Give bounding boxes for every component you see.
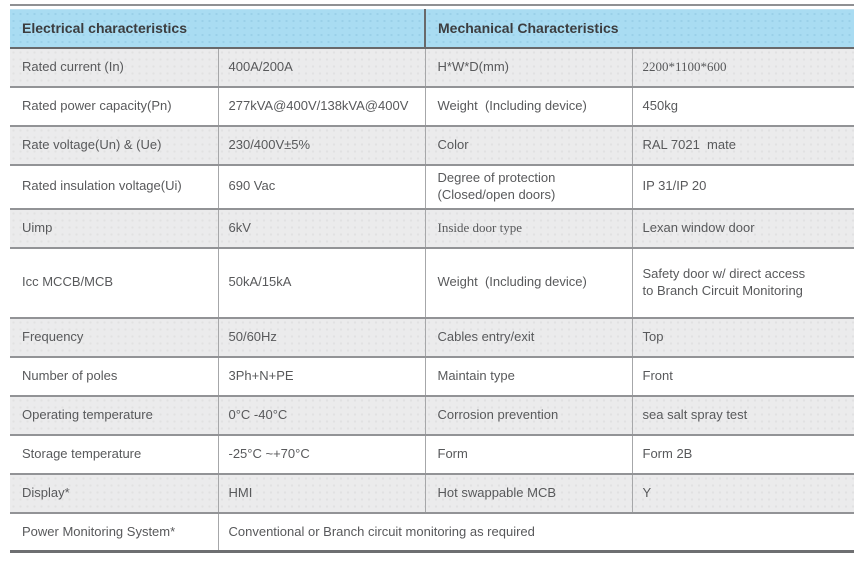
table-row: Storage temperature -25°C ~+70°C Form Form … [10, 434, 854, 475]
table-row: Rated current (In) 400A/200A H*W*D(mm) 2200… [10, 47, 854, 88]
mechanical-value: Lexan window door [631, 208, 854, 249]
table-row: Uimp 6kV Inside door type Lexan window door [10, 208, 854, 249]
electrical-value: HMI [217, 473, 425, 514]
mechanical-value: 2200*1100*600 [631, 47, 854, 88]
header-electrical-characteristics: Electrical characteristics [10, 9, 425, 49]
table-row: Operating temperature 0°C -40°C Corrosion … [10, 395, 854, 436]
mechanical-label: Weight (Including device) [424, 86, 632, 127]
electrical-value: 230/400V±5% [217, 125, 425, 166]
electrical-value: 3Ph+N+PE [217, 356, 425, 397]
mechanical-value: Top [631, 317, 854, 358]
mechanical-label: Form [424, 434, 632, 475]
table-top-rule [10, 4, 854, 6]
electrical-value: -25°C ~+70°C [217, 434, 425, 475]
electrical-label: Power Monitoring System* [10, 512, 218, 553]
electrical-label: Display* [10, 473, 218, 514]
mechanical-label: Inside door type [424, 208, 632, 249]
mechanical-label: Weight (Including device) [424, 247, 632, 319]
mechanical-label: Degree of protection (Closed/open doors) [424, 164, 632, 210]
mechanical-value: sea salt spray test [631, 395, 854, 436]
mechanical-value: Form 2B [631, 434, 854, 475]
electrical-value: 0°C -40°C [217, 395, 425, 436]
electrical-label: Number of poles [10, 356, 218, 397]
electrical-label: Rated insulation voltage(Ui) [10, 164, 218, 210]
mechanical-label: H*W*D(mm) [424, 47, 632, 88]
electrical-value: 400A/200A [217, 47, 425, 88]
characteristics-table: Electrical characteristics Mechanical Ch… [10, 9, 854, 553]
electrical-label: Storage temperature [10, 434, 218, 475]
table-row: Rate voltage(Un) & (Ue) 230/400V±5% Color R… [10, 125, 854, 166]
electrical-value: 6kV [217, 208, 425, 249]
mechanical-label: Corrosion prevention [424, 395, 632, 436]
mechanical-value: 450kg [631, 86, 854, 127]
mechanical-value: Y [631, 473, 854, 514]
table-row: Number of poles 3Ph+N+PE Maintain type Fron… [10, 356, 854, 397]
mechanical-label: Hot swappable MCB [424, 473, 632, 514]
electrical-value: 50/60Hz [217, 317, 425, 358]
table-row: Icc MCCB/MCB 50kA/15kA Weight (Including d… [10, 247, 854, 319]
electrical-label: Rated current (In) [10, 47, 218, 88]
mechanical-label: Color [424, 125, 632, 166]
mechanical-value: Front [631, 356, 854, 397]
electrical-label: Operating temperature [10, 395, 218, 436]
electrical-label: Uimp [10, 208, 218, 249]
electrical-value: 50kA/15kA [217, 247, 425, 319]
electrical-value: 690 Vac [217, 164, 425, 210]
datasheet-page: Electrical characteristics Mechanical Ch… [10, 4, 854, 553]
electrical-label: Frequency [10, 317, 218, 358]
mechanical-value: IP 31/IP 20 [631, 164, 854, 210]
table-row: Frequency 50/60Hz Cables entry/exit Top [10, 317, 854, 358]
mechanical-value: Safety door w/ direct access to Branch C… [631, 247, 854, 319]
electrical-label: Icc MCCB/MCB [10, 247, 218, 319]
header-row: Electrical characteristics Mechanical Ch… [10, 9, 854, 49]
electrical-value: Conventional or Branch circuit monitorin… [217, 512, 854, 553]
electrical-value: 277kVA@400V/138kVA@400V [217, 86, 425, 127]
table-row: Power Monitoring System* Conventional or … [10, 512, 854, 553]
electrical-label: Rated power capacity(Pn) [10, 86, 218, 127]
table-row: Rated insulation voltage(Ui) 690 Vac Degre… [10, 164, 854, 210]
table-row: Rated power capacity(Pn) 277kVA@400V/138k… [10, 86, 854, 127]
header-mechanical-characteristics: Mechanical Characteristics [424, 9, 854, 49]
mechanical-label: Cables entry/exit [424, 317, 632, 358]
mechanical-label: Maintain type [424, 356, 632, 397]
table-row: Display* HMI Hot swappable MCB Y [10, 473, 854, 514]
mechanical-value: RAL 7021 mate [631, 125, 854, 166]
electrical-label: Rate voltage(Un) & (Ue) [10, 125, 218, 166]
